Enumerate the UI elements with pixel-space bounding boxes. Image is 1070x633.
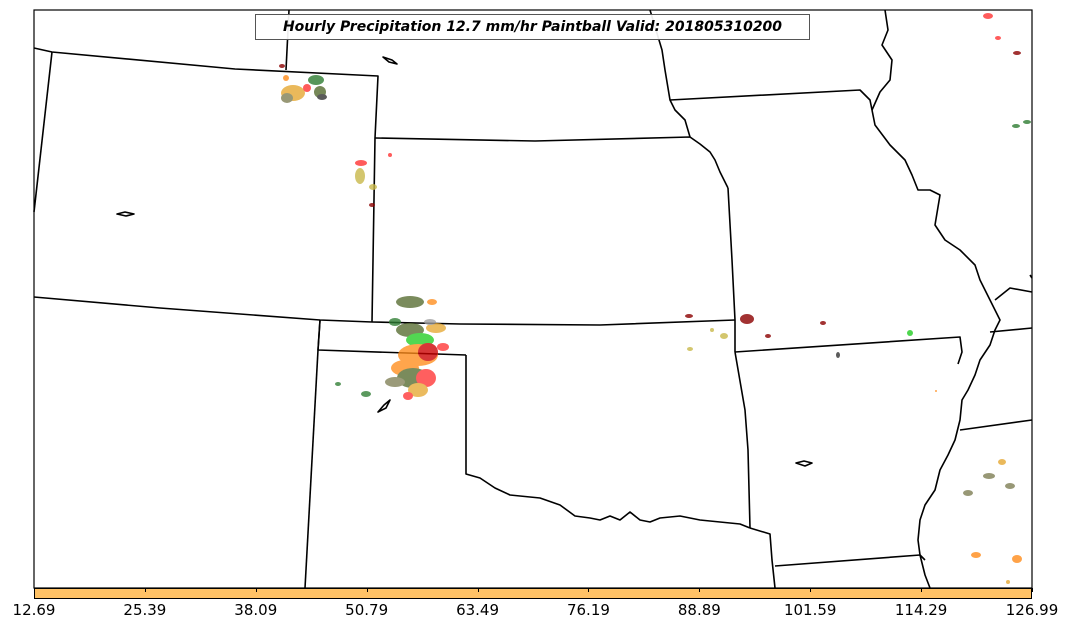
colorbar-tick-mark [1032,588,1033,592]
colorbar-tick-mark [366,588,368,592]
paintball-scattered [685,13,1031,584]
colorbar-tick-label: 12.69 [12,601,56,619]
nebraska-north [669,89,873,111]
state-boundaries [33,9,1033,589]
illinois-east [871,9,893,111]
lake-oklahoma [795,460,813,467]
new-mexico-west [304,349,319,589]
colorbar-tick-label: 25.39 [123,601,167,619]
colorbar-tick-label: 101.59 [783,601,837,619]
lake-nebraska [382,56,398,65]
colorbar-tick-mark [144,588,146,592]
lake-colorado [377,399,391,413]
colorbar-tick-mark [588,588,590,592]
paintball-cluster-main [335,296,449,400]
kentucky-border [994,287,1033,301]
map-frame [33,9,1033,589]
colorbar-tick-label: 114.29 [894,601,948,619]
oklahoma-panhandle [465,355,751,529]
colorbar-tick-mark [810,588,812,592]
colorbar-tick-label: 50.79 [345,601,389,619]
colorbar [34,588,1032,599]
colorbar-tick-mark [477,588,479,592]
kansas-east [727,187,736,352]
colorbar-tick-mark [255,588,257,592]
colorbar-tick-mark [699,588,701,592]
tennessee-border [989,327,1033,333]
colorbar-tick-label: 76.19 [566,601,610,619]
colorado-west [317,319,321,351]
colorbar-tick-mark [34,588,35,592]
colorbar-tick-label: 126.99 [1005,601,1059,619]
indiana-border [1029,274,1033,279]
wyoming-border [33,47,379,323]
wyoming-west [33,51,53,213]
missouri-east [871,109,1001,589]
arkansas-north [734,336,963,365]
lake-wyoming [116,211,135,217]
paintball-cluster-north [279,64,327,103]
colorbar-tick-label: 63.49 [456,601,500,619]
kansas-south [371,319,736,326]
texas-east [749,527,776,589]
colorado-north [33,296,373,323]
map-title: Hourly Precipitation 12.7 mm/hr Paintbal… [255,14,810,40]
paintball-cluster-mid [355,153,392,207]
colorbar-tick-mark [921,588,923,592]
nebraska-south [374,136,729,189]
colorbar-tick-label: 88.89 [677,601,721,619]
mississippi-border [959,419,1033,431]
colorbar-tick-label: 38.09 [234,601,278,619]
oklahoma-east [734,351,751,529]
